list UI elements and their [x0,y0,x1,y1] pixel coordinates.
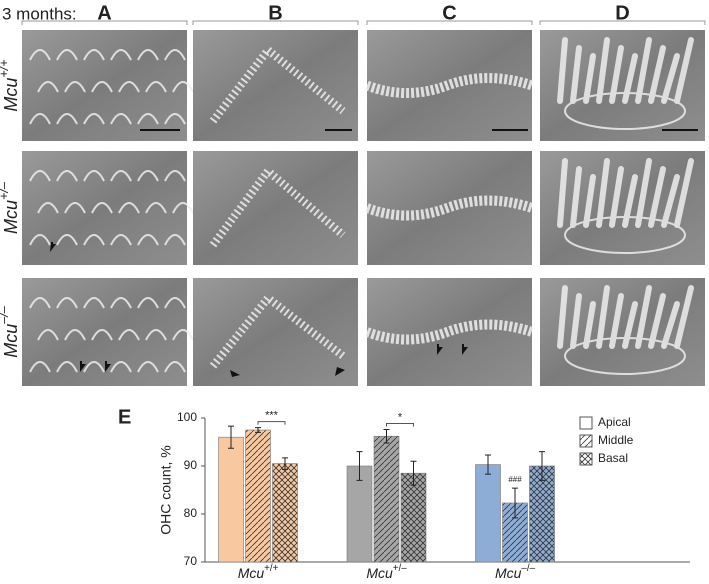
legend-swatch [579,416,593,430]
error-bar [512,487,518,519]
genotype-label: Mcu+/+ [0,59,21,111]
column-label: B [268,2,282,24]
micrograph-texture [365,195,534,221]
column-bracket [21,20,188,25]
error-bar [255,427,261,433]
error-bar [228,425,234,449]
genotype-label: Mcu–/– [495,563,536,581]
y-tick-label: 90 [184,458,198,472]
bar [346,465,373,563]
genotype-label: Mcu+/– [366,563,407,581]
y-axis-label: OHC count, % [158,445,174,534]
age-label: 3 months: [2,4,77,23]
bar [400,472,427,563]
genotype-sup: –/– [521,563,535,574]
micrograph-texture [557,158,694,254]
genotype-base: Mcu [495,565,522,581]
genotype-sup: +/– [393,563,407,574]
error-bar [383,429,390,444]
y-tick-label: 80 [184,506,198,520]
micrograph [193,30,358,141]
micrograph-texture [29,49,194,125]
bar [245,429,271,563]
column-bracket [192,20,359,25]
micrograph-texture [209,165,346,248]
error-bar [282,457,288,470]
genotype-sup: +/– [0,181,11,200]
significance-bracket [386,423,414,427]
legend-label: Middle [598,433,634,447]
micrograph-texture [209,292,346,369]
micrograph [367,30,532,141]
bar [529,465,555,563]
genotype-label: Mcu+/– [0,181,21,234]
legend-label: Basal [598,451,628,465]
micrograph-texture [29,170,194,246]
micrograph-texture [557,285,694,375]
genotype-sup: +/+ [264,563,278,574]
legend-swatch [579,452,593,466]
genotype-sup: +/+ [0,59,11,77]
micrographs [22,30,705,386]
column-bracket [366,20,533,25]
significance-label: ### [508,475,522,484]
micrograph-texture [365,319,534,345]
genotype-label: Mcu–/– [0,305,21,358]
significance-bracket [257,421,286,425]
genotype-base: Mcu [366,565,393,581]
micrograph [367,151,532,265]
micrograph [193,278,358,386]
micrograph [367,278,532,386]
error-bar [485,454,491,475]
legend-swatch [579,434,593,448]
micrograph [22,278,187,386]
micrograph-texture [365,73,534,98]
error-bar [539,451,545,481]
column-bracket [539,20,706,25]
bar [218,436,244,563]
arrows [50,242,468,377]
genotype-base: Mcu [238,565,265,581]
error-bar [410,460,417,486]
bar [272,463,298,563]
genotype-sup: –/– [0,305,11,325]
micrograph [193,151,358,265]
bar [475,464,501,563]
significance-label: *** [265,410,279,422]
significance-label: * [398,411,403,423]
column-label: A [97,2,111,24]
y-tick-label: 100 [177,410,197,424]
genotype-base: Mcu [1,78,21,112]
panel-label: E [118,406,131,428]
y-tick-label: 70 [184,554,198,568]
genotype-label: Mcu+/+ [238,563,279,581]
micrograph [22,151,187,265]
micrograph-texture [557,37,694,130]
micrograph-texture [29,297,194,373]
legend-label: Apical [598,415,631,429]
column-label: C [442,2,456,24]
genotype-base: Mcu [1,200,21,234]
error-bar [356,451,363,481]
column-label: D [615,2,629,24]
bar [373,435,400,563]
genotype-base: Mcu [1,324,21,358]
